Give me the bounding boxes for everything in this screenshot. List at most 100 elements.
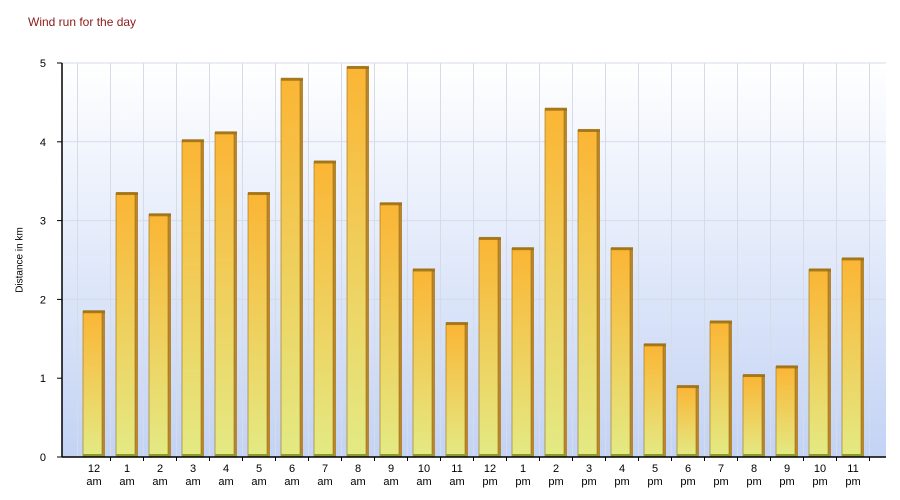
bar-side xyxy=(399,203,402,457)
bar-cap xyxy=(809,268,831,272)
bar-side xyxy=(498,237,501,457)
bar-base xyxy=(248,454,270,457)
x-tick-label-hour: 3 xyxy=(190,463,196,475)
bar-side xyxy=(135,193,138,457)
bar-side xyxy=(630,248,633,457)
x-tick-label-hour: 12 xyxy=(88,463,100,475)
bar-cap xyxy=(314,160,336,164)
bar-cap xyxy=(380,202,402,206)
bar-base xyxy=(479,454,501,457)
bar-side xyxy=(201,140,204,457)
x-tick-label-hour: 6 xyxy=(289,463,295,475)
x-tick-label-hour: 2 xyxy=(553,463,559,475)
y-tick-label: 5 xyxy=(40,58,46,70)
x-tick-label-period: pm xyxy=(482,476,497,488)
bar-base xyxy=(314,454,336,457)
bar-body xyxy=(247,192,268,458)
bar-cap xyxy=(347,65,369,69)
bar xyxy=(577,128,600,458)
bar-cap xyxy=(182,139,204,143)
bar-base xyxy=(149,454,171,457)
bar-body xyxy=(742,374,763,458)
bar-side xyxy=(465,323,468,457)
x-tick-label-hour: 9 xyxy=(388,463,394,475)
bar-body xyxy=(214,132,235,458)
x-tick-label-hour: 5 xyxy=(652,463,658,475)
x-tick-label-period: am xyxy=(416,476,431,488)
bar xyxy=(346,65,369,458)
bar-side xyxy=(432,269,435,457)
bar-side xyxy=(861,258,864,457)
bar xyxy=(478,236,501,458)
x-tick-label-period: am xyxy=(350,476,365,488)
bar-cap xyxy=(83,310,105,314)
bar-cap xyxy=(479,236,501,240)
bar-base xyxy=(842,454,864,457)
bar xyxy=(775,365,798,458)
bar-base xyxy=(380,454,402,457)
x-tick-label-period: am xyxy=(185,476,200,488)
x-tick-label-period: am xyxy=(152,476,167,488)
bar-cap xyxy=(776,365,798,369)
bar-cap xyxy=(512,247,534,251)
bar xyxy=(709,320,732,458)
bar-body xyxy=(610,247,631,458)
bar-base xyxy=(809,454,831,457)
bar-side xyxy=(564,108,567,457)
bar-base xyxy=(83,454,105,457)
bar-cap xyxy=(281,77,303,81)
x-tick-label-period: am xyxy=(449,476,464,488)
bar-cap xyxy=(545,107,567,111)
x-tick-label-period: pm xyxy=(779,476,794,488)
y-tick-label: 4 xyxy=(40,137,46,149)
x-tick-label-hour: 7 xyxy=(718,463,724,475)
bar-side xyxy=(333,161,336,457)
x-tick-label-hour: 6 xyxy=(685,463,691,475)
bar xyxy=(280,77,303,458)
x-tick-label-hour: 10 xyxy=(418,463,430,475)
bar-side xyxy=(300,78,303,457)
x-tick-label-hour: 8 xyxy=(355,463,361,475)
bar-cap xyxy=(446,322,468,326)
bar-base xyxy=(578,454,600,457)
bar-base xyxy=(743,454,765,457)
bar-side xyxy=(696,386,699,457)
bar xyxy=(82,310,105,458)
x-tick-label-hour: 12 xyxy=(484,463,496,475)
x-tick-label-hour: 11 xyxy=(847,463,858,475)
bar-body xyxy=(709,321,730,458)
bar-side xyxy=(531,248,534,457)
bar xyxy=(115,192,138,458)
bar-base xyxy=(512,454,534,457)
x-tick-label-hour: 4 xyxy=(619,463,625,475)
bar-cap xyxy=(611,247,633,251)
bar xyxy=(148,213,171,458)
bar-body xyxy=(775,366,796,458)
x-ticks: 12am1am2am3am4am5am6am7am8am9am10am11am1… xyxy=(86,457,870,488)
bar-side xyxy=(795,366,798,457)
bar-body xyxy=(148,213,169,458)
bar-body xyxy=(280,78,301,458)
x-tick-label-hour: 1 xyxy=(520,463,526,475)
bar-cap xyxy=(842,257,864,261)
bar-base xyxy=(611,454,633,457)
bar xyxy=(544,107,567,458)
y-ticks: 0 1 2 3 4 5 xyxy=(40,58,62,464)
bar-body xyxy=(115,192,136,458)
x-tick-label-period: pm xyxy=(845,476,860,488)
x-tick-label-period: pm xyxy=(647,476,662,488)
bar-base xyxy=(644,454,666,457)
bar xyxy=(841,257,864,458)
bar-cap xyxy=(710,320,732,324)
x-tick-label-hour: 2 xyxy=(157,463,163,475)
bar xyxy=(313,160,336,458)
x-tick-label-hour: 7 xyxy=(322,463,328,475)
bar-cap xyxy=(116,192,138,196)
x-tick-label-period: pm xyxy=(812,476,827,488)
bar-body xyxy=(511,247,532,458)
bar-base xyxy=(545,454,567,457)
x-tick-label-period: pm xyxy=(680,476,695,488)
bar-side xyxy=(663,344,666,457)
bar-side xyxy=(267,193,270,457)
